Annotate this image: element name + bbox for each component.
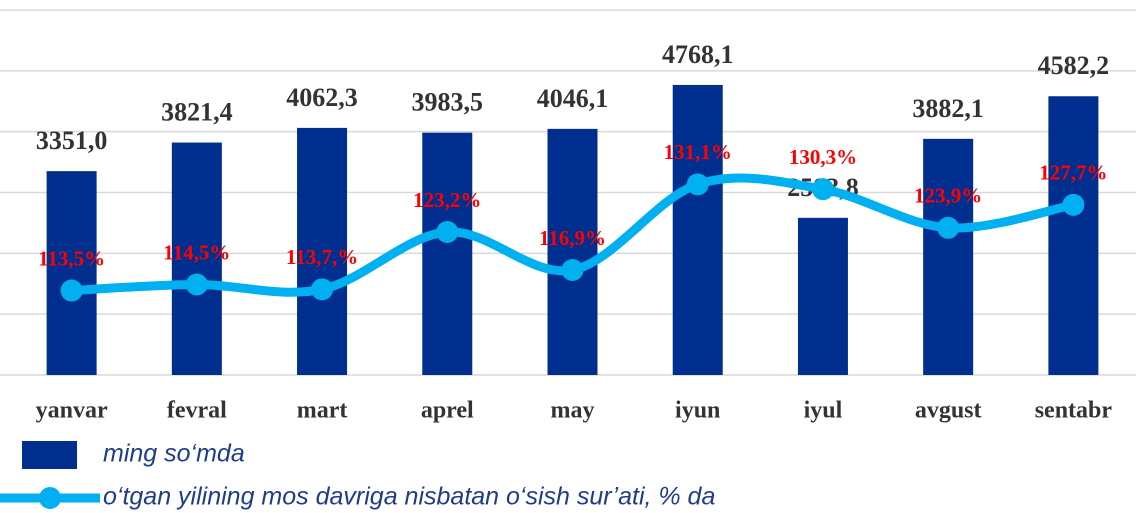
data-label: 123,2% <box>413 188 481 212</box>
legend-label: ming so‘mda <box>103 440 245 468</box>
x-tick-label: mart <box>297 398 348 424</box>
bar <box>171 142 222 375</box>
data-label: 114,5% <box>163 240 230 264</box>
x-tick-label: iyun <box>675 398 720 424</box>
data-label: 127,7% <box>1039 161 1107 185</box>
x-tick-label: yanvar <box>36 398 108 424</box>
point <box>185 273 208 296</box>
bar <box>797 217 848 375</box>
point <box>311 278 334 301</box>
data-label: 131,1% <box>664 140 732 164</box>
point <box>436 221 459 244</box>
data-label: 116,9% <box>539 226 606 250</box>
bar <box>46 171 97 375</box>
point <box>686 173 709 196</box>
bar <box>422 132 473 375</box>
bar <box>672 84 723 375</box>
x-tick-label: may <box>551 398 595 424</box>
x-tick-label: avgust <box>915 398 982 424</box>
data-label: 113,5% <box>38 246 105 270</box>
legend-marker <box>39 487 61 509</box>
data-label: 130,3% <box>789 145 857 169</box>
x-tick-label: iyul <box>804 398 843 424</box>
x-tick-label: aprel <box>421 398 474 424</box>
data-label: 3882,1 <box>912 94 984 123</box>
x-tick-label: sentabr <box>1035 398 1113 424</box>
data-label: 123,9% <box>914 184 982 208</box>
legend-label: o‘tgan yilining mos davriga nisbatan o‘s… <box>103 483 715 511</box>
data-label: 4062,3 <box>286 83 358 112</box>
x-tick-label: fevral <box>167 398 227 424</box>
point <box>1062 193 1085 216</box>
bar <box>1048 96 1099 375</box>
data-label: 3351,0 <box>36 126 108 155</box>
data-label: 4582,2 <box>1038 51 1110 80</box>
point <box>937 216 960 239</box>
point <box>811 178 834 201</box>
data-label: 113,7,% <box>286 245 358 269</box>
bar <box>547 128 598 375</box>
data-label: 4046,1 <box>537 84 609 113</box>
bar <box>297 127 348 376</box>
data-label: 3821,4 <box>161 98 233 127</box>
legend-swatch <box>22 441 77 469</box>
point <box>561 259 584 282</box>
data-label: 4768,1 <box>662 40 734 69</box>
bar <box>923 138 974 375</box>
data-label: 3983,5 <box>412 88 484 117</box>
point <box>60 279 83 302</box>
